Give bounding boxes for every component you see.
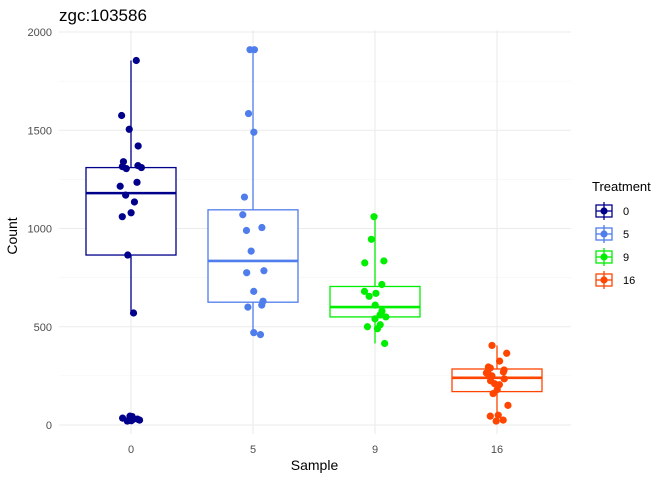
x-tick-label: 9 (372, 444, 378, 456)
data-point (247, 247, 255, 255)
data-point (137, 163, 146, 172)
legend-key (595, 271, 613, 289)
data-point (486, 364, 494, 372)
x-tick-label: 16 (491, 444, 503, 456)
data-point (118, 111, 126, 120)
data-point (371, 315, 379, 323)
data-point (122, 164, 130, 173)
data-point (240, 193, 249, 201)
data-point (250, 287, 258, 295)
data-point (504, 401, 512, 409)
legend-key-point (600, 253, 608, 261)
data-point (134, 142, 142, 150)
data-point (361, 259, 369, 267)
legend-key (595, 202, 613, 220)
data-point (258, 223, 266, 232)
legend: Treatment 0 5 9 16 (592, 179, 651, 289)
data-point (260, 267, 268, 275)
chart-title: zgc:103586 (59, 6, 147, 25)
y-tick-label: 500 (34, 322, 52, 334)
x-tick-label: 0 (128, 444, 134, 456)
data-point (250, 329, 258, 337)
data-point (118, 213, 126, 221)
box-body (207, 209, 299, 303)
data-point (243, 269, 251, 277)
data-point (380, 257, 388, 265)
data-point (486, 412, 494, 420)
legend-label: 5 (623, 229, 629, 241)
data-point (378, 280, 386, 289)
data-point (499, 416, 507, 424)
y-tick-label: 2000 (28, 27, 52, 39)
legend-label: 16 (623, 275, 635, 287)
data-point (244, 109, 253, 118)
plot-marks (85, 46, 543, 425)
data-point (244, 303, 252, 311)
data-point (122, 191, 130, 199)
data-point (127, 209, 135, 217)
legend-key-point (600, 207, 608, 215)
y-axis-title: Count (4, 217, 20, 254)
data-point (495, 357, 504, 365)
data-point (489, 389, 497, 398)
data-point (135, 416, 144, 424)
data-point (242, 226, 251, 235)
legend-key (595, 225, 613, 243)
legend-key-point (600, 230, 608, 238)
data-point (123, 417, 131, 425)
data-point (365, 292, 373, 300)
y-tick-label: 1000 (28, 224, 52, 236)
data-point (499, 368, 508, 376)
data-point (125, 125, 133, 133)
data-point (133, 178, 141, 186)
data-point (258, 301, 266, 309)
data-point (116, 182, 124, 190)
data-point (503, 349, 511, 357)
data-point (381, 339, 389, 348)
data-point (372, 289, 380, 297)
data-point (130, 198, 139, 206)
data-point (382, 313, 390, 321)
y-tick-label: 1500 (28, 125, 52, 137)
data-point (371, 301, 379, 309)
data-point (494, 411, 502, 419)
data-point (256, 331, 265, 339)
x-axis-title: Sample (291, 457, 339, 473)
data-point (500, 375, 508, 383)
data-point (246, 46, 254, 54)
data-point (124, 251, 132, 259)
y-axis-ticks: 0 500 1000 1500 2000 (28, 27, 52, 432)
data-point (250, 128, 258, 136)
data-point (363, 323, 372, 331)
data-point (367, 235, 375, 243)
legend-label: 9 (623, 252, 629, 264)
data-point (376, 311, 384, 319)
data-point (370, 213, 378, 221)
data-point (239, 211, 247, 219)
legend-label: 0 (623, 206, 629, 218)
legend-key (595, 248, 613, 266)
x-axis-ticks: 0 5 9 16 (128, 444, 503, 456)
data-point (373, 325, 382, 333)
data-point (129, 309, 138, 317)
data-point (132, 56, 140, 65)
y-tick-label: 0 (46, 420, 52, 432)
data-point (492, 417, 500, 425)
x-tick-label: 5 (250, 444, 256, 456)
legend-title: Treatment (592, 179, 651, 194)
data-point (360, 287, 369, 295)
data-point (488, 341, 496, 350)
legend-key-point (600, 276, 608, 284)
